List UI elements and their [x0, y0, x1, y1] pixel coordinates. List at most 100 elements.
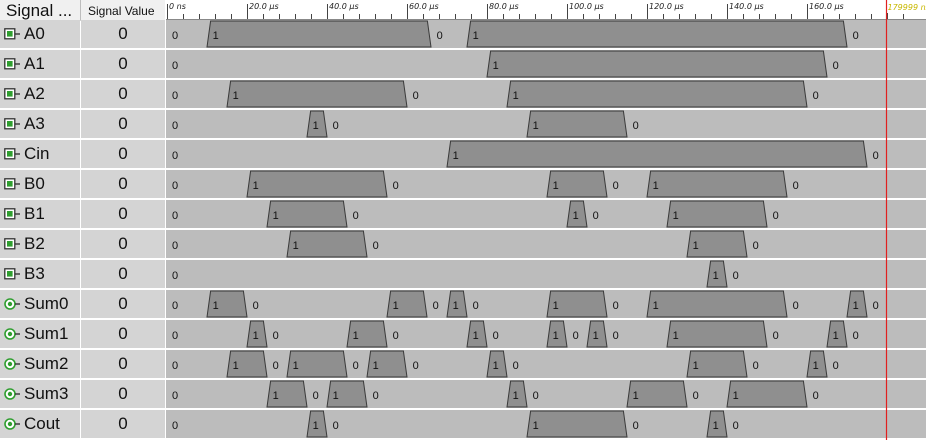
high-pulse[interactable] [326, 380, 368, 408]
high-pulse[interactable] [546, 290, 608, 318]
signal-row[interactable]: A0 0 [0, 20, 165, 50]
transition-value-label: 0 [873, 150, 879, 162]
signal-name-cell[interactable]: A0 [0, 20, 80, 48]
high-pulse[interactable] [806, 350, 828, 378]
signal-row[interactable]: Sum0 0 [0, 290, 165, 320]
high-pulse[interactable] [586, 320, 608, 348]
waveform-trace[interactable]: 0 1 0 1 0 1 0 1 0 1 0 1 0 [166, 290, 926, 318]
high-pulse[interactable] [206, 290, 248, 318]
signal-row[interactable]: B1 0 [0, 200, 165, 230]
high-pulse[interactable] [546, 320, 568, 348]
high-pulse[interactable] [446, 290, 468, 318]
signal-row[interactable]: B0 0 [0, 170, 165, 200]
signal-name-column-header[interactable]: Signal ... [6, 1, 73, 20]
signal-name-cell[interactable]: A2 [0, 80, 80, 108]
signal-name-cell[interactable]: B3 [0, 260, 80, 288]
signal-name-cell[interactable]: Sum3 [0, 380, 80, 408]
high-pulse[interactable] [566, 200, 588, 228]
waveform-trace[interactable]: 0 1 0 [166, 140, 926, 168]
high-pulse[interactable] [286, 350, 348, 378]
high-pulse[interactable] [306, 110, 328, 138]
high-pulse[interactable] [706, 260, 728, 288]
high-pulse[interactable] [246, 320, 268, 348]
signal-name-cell[interactable]: Cout [0, 410, 80, 438]
waveform-trace[interactable]: 0 1 0 1 0 [166, 20, 926, 48]
high-pulse[interactable] [626, 380, 688, 408]
high-pulse[interactable] [206, 20, 432, 48]
signal-name-cell[interactable]: B0 [0, 170, 80, 198]
signal-value: 0 [118, 324, 128, 343]
high-pulse[interactable] [686, 230, 748, 258]
signal-row[interactable]: Sum3 0 [0, 380, 165, 410]
waveform-trace[interactable]: 0 1 0 1 0 1 0 1 0 1 0 1 0 [166, 350, 926, 378]
column-divider[interactable] [80, 0, 81, 20]
signal-row[interactable]: A2 0 [0, 80, 165, 110]
high-pulse[interactable] [646, 290, 788, 318]
high-pulse[interactable] [826, 320, 848, 348]
ruler-tick-label: 80.0 µs [489, 2, 519, 11]
signal-name-cell[interactable]: B2 [0, 230, 80, 258]
high-pulse[interactable] [246, 170, 388, 198]
signal-name-cell[interactable]: B1 [0, 200, 80, 228]
waveform-trace[interactable]: 0 1 0 1 0 1 0 [166, 200, 926, 228]
high-pulse[interactable] [466, 20, 848, 48]
signal-name-cell[interactable]: A1 [0, 50, 80, 78]
high-pulse[interactable] [526, 110, 628, 138]
waveform-trace[interactable]: 0 1 0 1 0 1 0 [166, 410, 926, 438]
high-pulse[interactable] [366, 350, 408, 378]
signal-row[interactable]: A3 0 [0, 110, 165, 140]
waveform-trace[interactable]: 0 1 0 1 0 [166, 80, 926, 108]
signal-row[interactable]: B3 0 [0, 260, 165, 290]
signal-name-cell[interactable]: Sum1 [0, 320, 80, 348]
high-pulse[interactable] [706, 410, 728, 438]
waveform-trace[interactable]: 0 1 0 1 0 1 0 1 0 1 0 [166, 380, 926, 408]
high-pulse[interactable] [306, 410, 328, 438]
high-pulse[interactable] [646, 170, 788, 198]
ruler-tick-label: 100.0 µs [569, 2, 604, 11]
transition-value-label: 1 [673, 330, 679, 342]
high-pulse[interactable] [286, 230, 368, 258]
waveform-trace[interactable]: 0 1 0 1 0 [166, 230, 926, 258]
signal-row[interactable]: Cout 0 [0, 410, 165, 440]
signal-row[interactable]: Cin 0 [0, 140, 165, 170]
signal-row[interactable]: Sum1 0 [0, 320, 165, 350]
signal-row[interactable]: Sum2 0 [0, 350, 165, 380]
high-pulse[interactable] [226, 350, 268, 378]
high-pulse[interactable] [266, 200, 348, 228]
high-pulse[interactable] [546, 170, 608, 198]
high-pulse[interactable] [226, 80, 408, 108]
high-pulse[interactable] [386, 290, 428, 318]
signal-name-cell[interactable]: A3 [0, 110, 80, 138]
signal-row[interactable]: A1 0 [0, 50, 165, 80]
high-pulse[interactable] [446, 140, 868, 168]
waveform-panel[interactable]: 0 ns 20.0 µs 40.0 µs 60.0 µs 80.0 µs 100.0 µs… [166, 0, 926, 440]
waveform-trace[interactable]: 0 1 0 [166, 50, 926, 78]
waveform-trace[interactable]: 0 1 0 1 0 1 0 1 0 1 0 1 0 1 0 [166, 320, 926, 348]
signal-name-cell[interactable]: Sum0 [0, 290, 80, 318]
high-pulse[interactable] [486, 50, 828, 78]
transition-value-label: 0 [172, 420, 178, 432]
signal-name-cell[interactable]: Sum2 [0, 350, 80, 378]
cursor-time-label: 179999 ns [888, 3, 926, 12]
waveform-trace[interactable]: 0 1 0 [166, 260, 926, 288]
signal-name-cell[interactable]: Cin [0, 140, 80, 168]
high-pulse[interactable] [466, 320, 488, 348]
high-pulse[interactable] [486, 350, 508, 378]
high-pulse[interactable] [346, 320, 388, 348]
signal-value-column-header[interactable]: Signal Value [88, 4, 155, 18]
signal-value-cell: 0 [81, 290, 165, 318]
high-pulse[interactable] [666, 200, 768, 228]
high-pulse[interactable] [666, 320, 768, 348]
timeline-ruler[interactable] [166, 0, 926, 20]
transition-value-label: 0 [793, 180, 799, 192]
signal-row[interactable]: B2 0 [0, 230, 165, 260]
high-pulse[interactable] [726, 380, 808, 408]
waveform-trace[interactable]: 0 1 0 1 0 1 0 [166, 170, 926, 198]
high-pulse[interactable] [686, 350, 748, 378]
high-pulse[interactable] [506, 380, 528, 408]
high-pulse[interactable] [266, 380, 308, 408]
high-pulse[interactable] [526, 410, 628, 438]
high-pulse[interactable] [506, 80, 808, 108]
waveform-trace[interactable]: 0 1 0 1 0 [166, 110, 926, 138]
high-pulse[interactable] [846, 290, 868, 318]
